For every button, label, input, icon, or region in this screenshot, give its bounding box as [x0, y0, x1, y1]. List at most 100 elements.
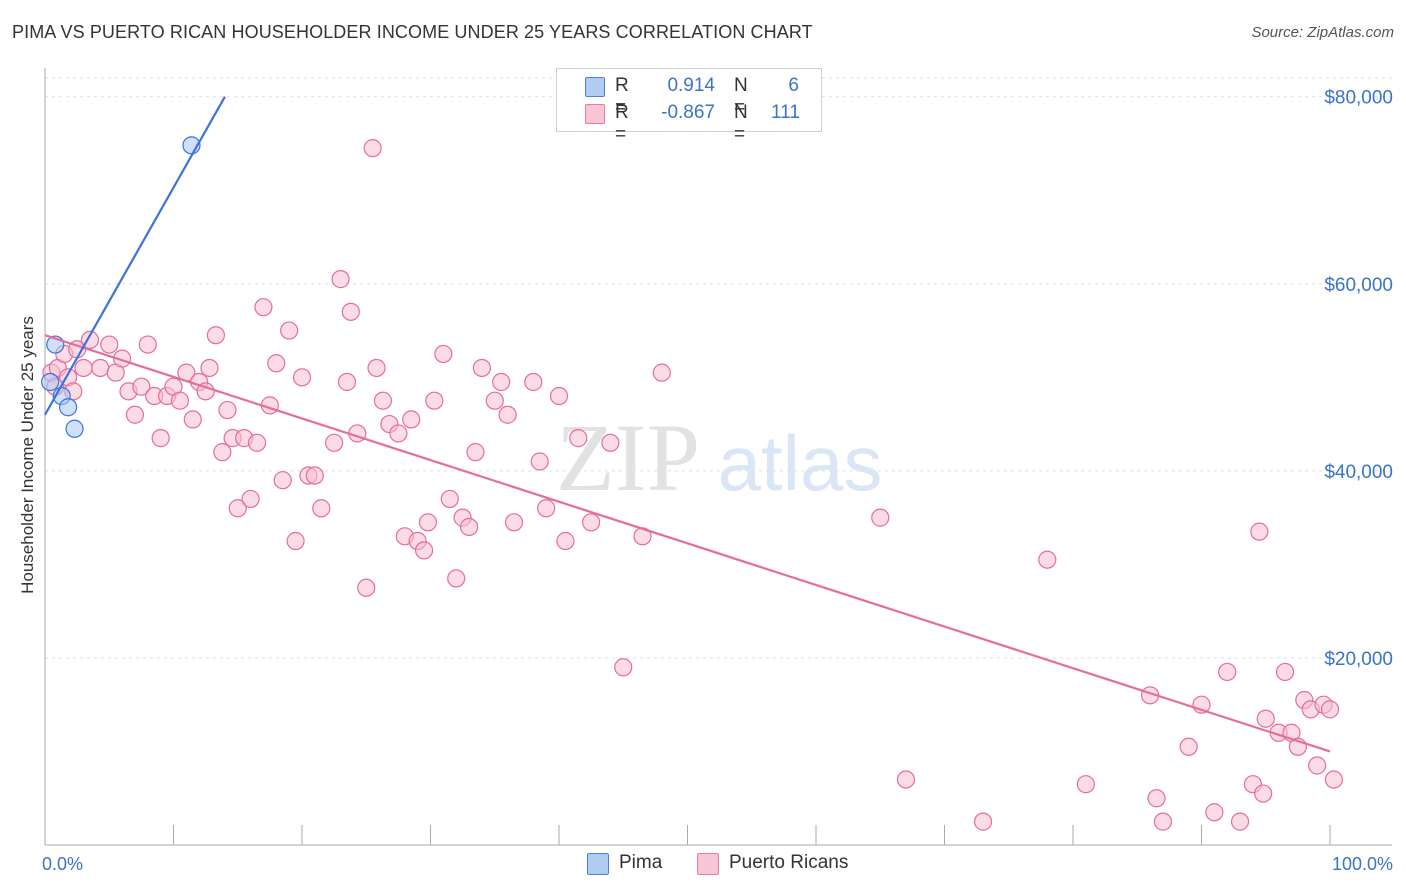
puerto-rican-point	[91, 358, 110, 378]
legend-r-label: R =	[615, 102, 629, 145]
puerto-rican-point	[418, 513, 438, 532]
pima-swatch	[587, 853, 609, 875]
chart-source: Source: ZipAtlas.com	[1251, 24, 1394, 41]
puerto-rican-point	[1038, 550, 1057, 569]
puerto-rican-point	[331, 270, 350, 289]
puerto-rican-point	[556, 531, 575, 551]
puerto-rican-point	[170, 391, 190, 410]
puerto-rican-point	[1250, 522, 1269, 541]
puerto-rican-point	[1230, 812, 1250, 831]
legend-r-label: R =	[615, 75, 629, 118]
puerto-rican-point	[1320, 700, 1340, 719]
watermark: ZIP atlas	[556, 404, 882, 511]
watermark-atlas: atlas	[718, 419, 883, 507]
puerto-rican-point	[1179, 737, 1198, 756]
puerto-rican-point	[196, 382, 215, 401]
puerto-rican-point	[112, 349, 132, 368]
puerto-rican-point	[286, 531, 305, 551]
puerto-ricans-legend-label: Puerto Ricans	[729, 852, 849, 873]
puerto-rican-point	[498, 405, 517, 424]
puerto-rican-point	[485, 391, 504, 410]
puerto-rican-point	[373, 391, 393, 410]
puerto-rican-point	[472, 358, 491, 378]
puerto-rican-point	[337, 372, 357, 392]
puerto-rican-point	[492, 372, 511, 392]
pima-point	[59, 398, 78, 417]
puerto-rican-point	[1147, 789, 1166, 808]
y-tick-label: $80,000	[1324, 88, 1393, 109]
chart-title: PIMA VS PUERTO RICAN HOUSEHOLDER INCOME …	[12, 22, 813, 42]
puerto-rican-point	[206, 326, 226, 345]
puerto-rican-point	[896, 770, 916, 789]
puerto-rican-point	[357, 578, 376, 597]
legend-n-value: 111	[771, 102, 800, 123]
trend-lines	[44, 96, 1331, 753]
puerto-rican-point	[1308, 756, 1327, 775]
y-tick-label: $60,000	[1324, 275, 1393, 296]
puerto-rican-point	[218, 400, 237, 420]
pima-swatch	[585, 77, 605, 97]
puerto-rican-point	[267, 354, 286, 373]
puerto-rican-point	[530, 452, 549, 471]
puerto-rican-point	[125, 405, 145, 424]
puerto-rican-point	[292, 368, 312, 387]
puerto-rican-point	[652, 363, 671, 382]
puerto-rican-point	[200, 358, 219, 378]
puerto-rican-point	[582, 513, 601, 532]
puerto-rican-point	[1275, 662, 1295, 682]
puerto-rican-point	[254, 298, 273, 317]
legend-n-label: N =	[734, 102, 748, 145]
puerto-rican-point	[100, 335, 119, 354]
puerto-rican-point	[1254, 784, 1273, 803]
puerto-rican-point	[1256, 709, 1275, 728]
puerto-rican-point	[363, 139, 382, 158]
puerto-rican-point	[1218, 662, 1237, 682]
puerto-rican-point	[138, 335, 157, 354]
puerto-rican-point	[1324, 770, 1343, 789]
puerto-rican-point	[241, 489, 260, 509]
puerto-rican-point	[280, 321, 299, 340]
puerto-ricans-swatch	[585, 104, 605, 124]
puerto-rican-point	[601, 433, 620, 452]
x-tick-label: 0.0%	[42, 854, 83, 874]
puerto-rican-point	[1205, 803, 1224, 822]
puerto-rican-point	[569, 429, 588, 448]
tick-labels: $20,000 $40,000 $60,000 $80,000 0.0% 100.0%	[42, 88, 1393, 874]
puerto-rican-point	[524, 372, 543, 392]
grid	[45, 77, 1392, 659]
puerto-rican-point	[151, 429, 170, 448]
x-tick-label: 100.0%	[1332, 854, 1393, 874]
y-tick-label: $20,000	[1324, 649, 1393, 670]
puerto-rican-point	[213, 443, 232, 462]
puerto-rican-point	[425, 391, 444, 410]
axes	[44, 68, 1392, 846]
puerto-rican-point	[459, 517, 479, 537]
pima-point	[65, 419, 84, 438]
puerto-rican-point	[504, 513, 524, 532]
puerto-rican-point	[537, 499, 556, 518]
puerto-rican-point	[440, 489, 459, 509]
puerto-rican-point	[1153, 812, 1173, 831]
y-tick-label: $40,000	[1324, 462, 1393, 483]
puerto-rican-point	[389, 424, 408, 443]
legend-n-value: 6	[788, 75, 799, 96]
puerto-rican-point	[74, 358, 93, 378]
puerto-rican-point	[1076, 775, 1095, 794]
puerto-rican-point	[871, 508, 890, 527]
watermark-zip: ZIP	[556, 404, 700, 511]
puerto-rican-point	[549, 386, 569, 406]
puerto-rican-point	[614, 658, 633, 677]
correlation-legend: R = 0.914 N = 6 R = -0.867 N = 111	[556, 68, 822, 145]
pima-legend-label: Pima	[619, 852, 663, 873]
puerto-rican-point	[973, 812, 993, 831]
legend-n-label: N =	[734, 75, 748, 118]
puerto-ricans-swatch	[697, 853, 719, 875]
pima-point	[41, 372, 60, 392]
puerto-rican-point	[414, 541, 434, 560]
puerto-rican-point	[312, 499, 331, 518]
pima-trend-line	[44, 96, 226, 416]
puerto-rican-point	[447, 569, 466, 588]
puerto-rican-point	[434, 344, 453, 364]
puerto-rican-point	[132, 377, 151, 396]
puerto-rican-point	[228, 499, 247, 518]
